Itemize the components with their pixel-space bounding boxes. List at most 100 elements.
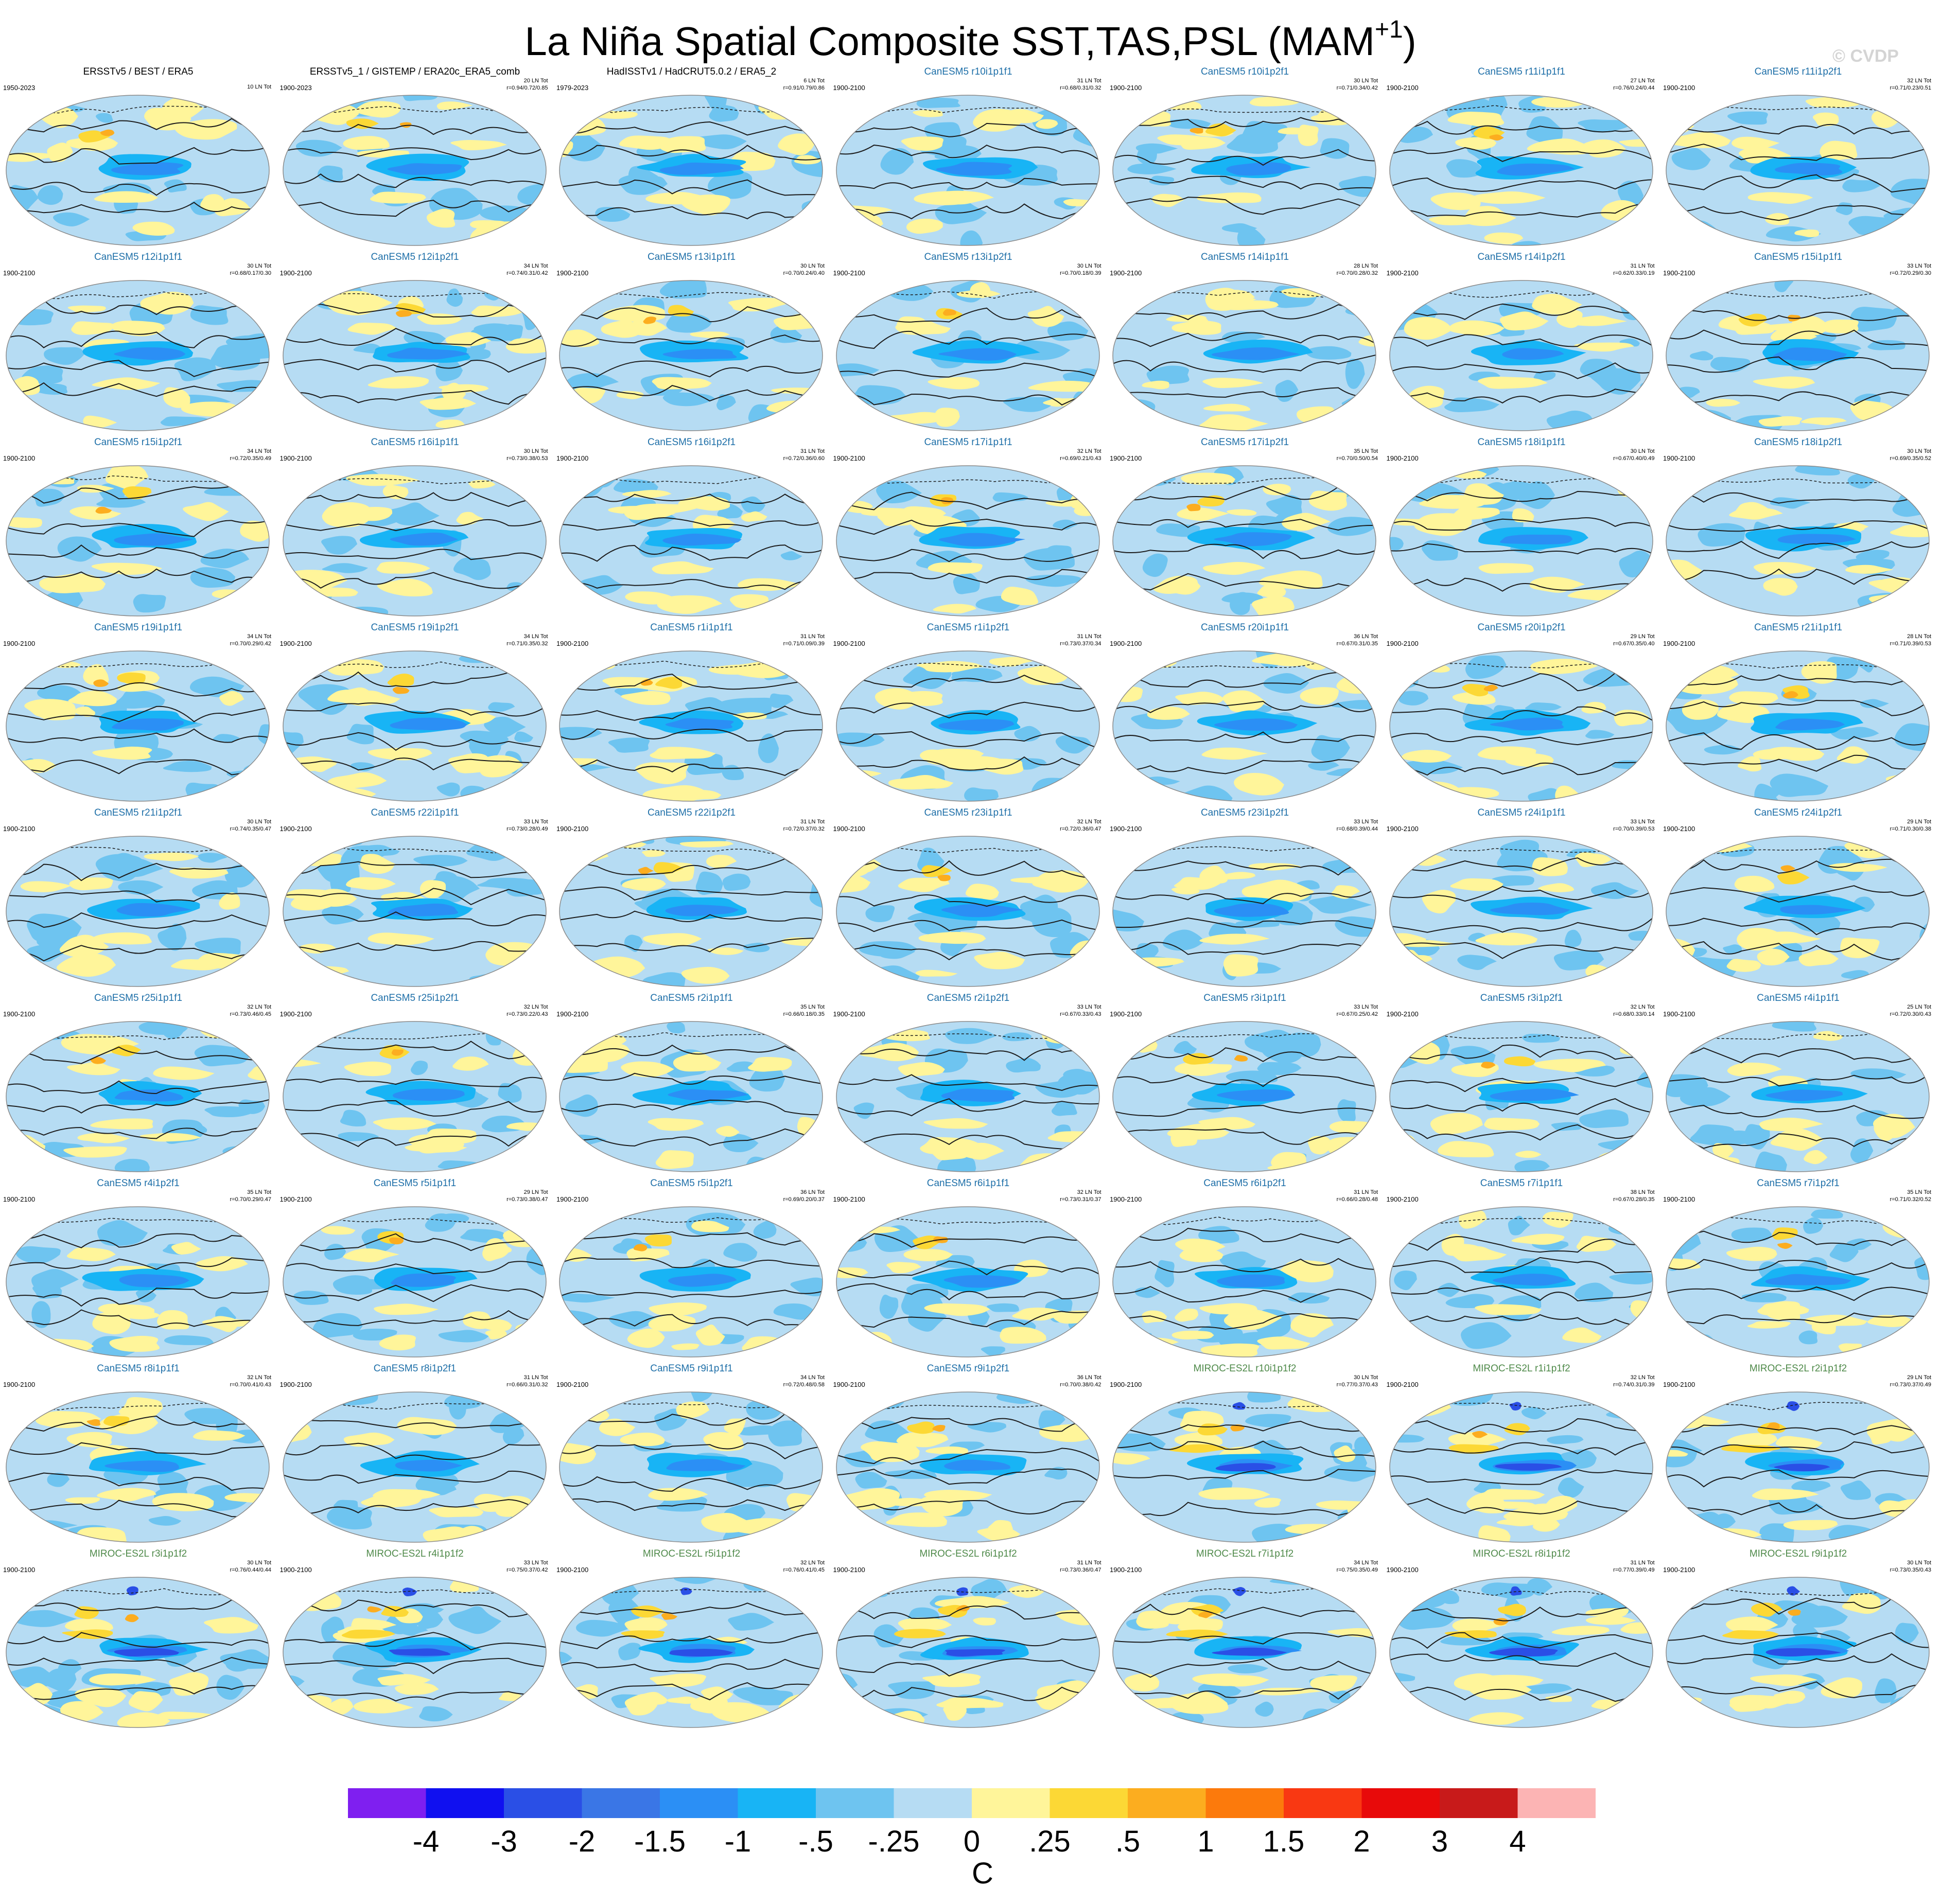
pressure-contour	[1113, 759, 1376, 774]
composite-map	[559, 95, 823, 246]
cool-anomaly	[1003, 397, 1056, 412]
panel-pattern-correlations: r=0.73/0.36/0.47	[1060, 1567, 1101, 1573]
panel-event-count: 34 LN Tot	[1354, 1560, 1378, 1566]
cool-anomaly	[1723, 944, 1742, 954]
strong-warm-anomaly	[95, 506, 112, 514]
pressure-contour	[559, 145, 823, 161]
panel-period: 1900-2100	[1663, 1381, 1695, 1388]
warm-anomaly	[1666, 559, 1702, 580]
pressure-contour	[836, 1635, 1099, 1648]
cool-anomaly	[854, 1211, 880, 1226]
cool-anomaly	[743, 1577, 772, 1591]
warm-anomaly	[1478, 1525, 1511, 1542]
warm-anomaly	[346, 507, 392, 521]
pressure-contour	[559, 579, 823, 590]
warm-anomaly	[6, 152, 54, 162]
warm-anomaly	[1113, 1453, 1150, 1465]
warm-anomaly	[1475, 932, 1537, 946]
cool-anomaly	[757, 1577, 783, 1587]
pressure-contour	[1666, 1632, 1929, 1648]
warm-anomaly	[1113, 651, 1139, 669]
cool-anomaly	[1791, 1480, 1831, 1492]
panel-title: HadISSTv1 / HadCRUT5.0.2 / ERA5_2	[606, 66, 777, 77]
panel-period: 1900-2100	[3, 269, 36, 277]
warm-anomaly	[1912, 1693, 1929, 1702]
colorbar-tick-label: -2	[568, 1825, 596, 1858]
cold-tongue-core	[665, 905, 740, 916]
cool-anomaly	[559, 1651, 572, 1664]
globe-outline	[1666, 95, 1930, 246]
pressure-contour	[1113, 1258, 1376, 1273]
warm-anomaly	[1241, 879, 1315, 903]
pressure-contour	[1389, 1044, 1653, 1060]
panel-title: CanESM5 r20i1p1f1	[1200, 622, 1289, 633]
cold-tongue-core	[1765, 1274, 1851, 1285]
warm-anomaly	[1732, 136, 1780, 151]
pressure-contour	[283, 1470, 546, 1484]
composite-map	[835, 465, 1100, 616]
strong-warm-anomaly	[661, 1613, 678, 1620]
composite-map	[1666, 1577, 1930, 1728]
composite-map	[559, 650, 823, 802]
warm-anomaly	[1666, 1697, 1702, 1706]
panel-title: CanESM5 r18i1p1f1	[1477, 437, 1566, 448]
warm-anomaly	[894, 1629, 946, 1638]
warm-anomaly	[326, 658, 384, 676]
warm-anomaly	[1801, 417, 1847, 426]
warm-anomaly	[1234, 772, 1284, 796]
cool-anomaly	[294, 1207, 346, 1220]
cool-anomaly	[489, 1412, 529, 1433]
warm-anomaly	[1113, 685, 1143, 702]
panel-pattern-correlations: r=0.66/0.28/0.48	[1336, 1196, 1378, 1203]
panel-title: CanESM5 r25i1p1f1	[94, 993, 183, 1003]
colorbar-segment	[660, 1788, 739, 1818]
cold-tongue-core	[943, 1459, 1010, 1471]
panel-period: 1900-2100	[3, 825, 36, 833]
pressure-contour	[1113, 700, 1376, 713]
cool-anomaly	[1731, 1227, 1772, 1242]
warm-anomaly	[1472, 191, 1546, 204]
cool-anomaly	[450, 1021, 502, 1028]
pressure-contour	[1666, 732, 1929, 750]
warm-anomaly	[345, 474, 419, 486]
warm-anomaly	[1011, 1308, 1065, 1321]
pressure-contour	[1389, 1236, 1653, 1253]
panel-pattern-correlations: r=0.70/0.28/0.32	[1336, 270, 1378, 276]
warm-anomaly	[1430, 1113, 1483, 1135]
composite-map	[1112, 1577, 1376, 1728]
strong-warm-anomaly	[932, 1424, 946, 1432]
cool-anomaly	[1266, 495, 1302, 518]
panel-period: 1900-2100	[1386, 269, 1419, 277]
composite-map	[1112, 95, 1376, 246]
warm-anomaly	[1462, 206, 1516, 226]
cool-anomaly	[1630, 1527, 1653, 1542]
cool-anomaly	[228, 333, 269, 361]
warm-anomaly	[320, 291, 393, 315]
cold-tongue-core	[104, 1460, 180, 1472]
panel-title: CanESM5 r15i1p2f1	[94, 437, 183, 448]
pressure-contour	[836, 701, 1099, 718]
cool-anomaly	[337, 1132, 379, 1141]
pressure-contour	[1113, 543, 1376, 559]
warm-anomaly	[1585, 1608, 1629, 1619]
pressure-contour	[836, 1133, 1099, 1150]
pressure-contour	[559, 1442, 823, 1459]
composite-map	[1666, 1391, 1930, 1543]
cool-anomaly	[576, 466, 593, 488]
cool-anomaly	[741, 496, 766, 513]
cold-tongue-core	[387, 163, 462, 175]
warm-anomaly	[1726, 959, 1761, 972]
pressure-contour	[283, 549, 546, 561]
warm-anomaly	[171, 1242, 201, 1255]
composite-map	[1389, 1391, 1653, 1543]
cool-anomaly	[1335, 1351, 1354, 1357]
pressure-contour	[836, 944, 1099, 961]
cool-anomaly	[164, 1335, 214, 1345]
warm-anomaly	[925, 748, 984, 759]
strong-warm-anomaly	[1489, 134, 1504, 141]
pressure-contour	[1666, 568, 1929, 585]
warm-anomaly	[97, 1488, 156, 1502]
warm-anomaly	[1483, 1118, 1540, 1131]
panel-pattern-correlations: r=0.72/0.30/0.43	[1890, 1011, 1931, 1017]
pressure-contour	[6, 485, 269, 504]
